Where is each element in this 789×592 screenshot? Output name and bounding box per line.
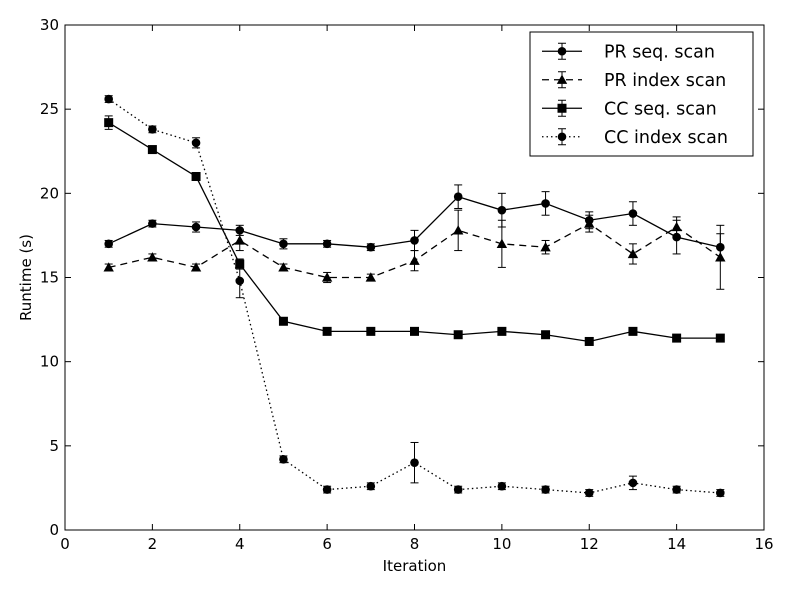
x-tick-label: 16 — [754, 535, 773, 553]
series-cc-index-scan — [104, 94, 725, 498]
legend-marker — [557, 46, 567, 56]
data-point — [366, 326, 376, 336]
data-point — [322, 326, 332, 336]
y-tick-label: 5 — [49, 437, 59, 455]
data-point — [104, 94, 113, 104]
axis-ticks: 0 2 4 6 8 10 12 14 16 0 5 10 15 20 25 30 — [40, 16, 774, 553]
legend-marker — [557, 103, 567, 113]
data-point — [104, 239, 113, 249]
data-point — [322, 239, 332, 249]
legend-label: PR seq. scan — [604, 42, 715, 62]
data-point — [627, 248, 639, 259]
data-point — [715, 252, 726, 262]
legend-item: PR index scan — [542, 71, 726, 91]
data-point — [584, 336, 594, 346]
data-point — [453, 485, 463, 494]
data-point — [541, 199, 550, 208]
data-point — [235, 276, 245, 286]
legend-marker — [557, 132, 567, 142]
legend-label: PR index scan — [604, 71, 726, 91]
data-point — [452, 225, 464, 235]
data-point — [191, 222, 201, 232]
data-point — [190, 262, 202, 272]
data-point — [540, 242, 551, 252]
data-point — [191, 172, 201, 181]
data-point — [672, 485, 681, 494]
legend-label: CC index scan — [604, 128, 728, 148]
data-point — [322, 485, 332, 494]
data-point — [278, 262, 289, 272]
series-line — [108, 98, 721, 494]
data-point — [628, 209, 638, 218]
y-tick-label: 25 — [40, 100, 59, 118]
data-point — [103, 262, 114, 272]
y-tick-label: 0 — [49, 521, 59, 539]
x-tick-label: 8 — [410, 535, 420, 553]
x-tick-label: 6 — [322, 535, 332, 553]
data-point — [497, 205, 507, 215]
data-point — [278, 316, 288, 326]
data-point — [321, 272, 333, 282]
data-point — [453, 192, 463, 201]
data-point — [671, 221, 682, 232]
series-pr-seq-scan — [104, 184, 725, 262]
data-point — [279, 239, 288, 249]
data-point — [410, 458, 419, 467]
data-point — [453, 330, 463, 340]
data-point — [497, 481, 507, 491]
series-pr-index-scan — [103, 209, 726, 290]
data-point — [497, 326, 507, 336]
data-point — [148, 219, 157, 228]
legend-label: CC seq. scan — [604, 99, 717, 119]
x-tick-label: 12 — [580, 535, 599, 553]
data-point — [496, 238, 508, 248]
legend-marker — [556, 74, 568, 84]
y-tick-label: 30 — [40, 16, 59, 34]
legend-box — [529, 31, 754, 157]
data-point — [148, 125, 157, 134]
data-point — [234, 235, 245, 245]
x-tick-label: 2 — [148, 535, 158, 553]
data-point — [541, 330, 551, 340]
series-cc-seq-scan — [104, 115, 725, 346]
data-point — [366, 481, 376, 491]
data-point — [366, 242, 376, 252]
data-point — [410, 326, 419, 336]
x-tick-label: 4 — [235, 535, 245, 553]
data-point — [147, 252, 158, 262]
x-axis-label: Iteration — [383, 557, 447, 575]
y-tick-label: 20 — [40, 184, 59, 202]
data-point — [279, 455, 288, 464]
data-point — [541, 485, 550, 494]
legend-item: CC seq. scan — [542, 99, 717, 119]
data-point — [191, 138, 201, 148]
data-point — [584, 488, 594, 498]
y-tick-label: 10 — [40, 353, 59, 371]
data-point — [365, 272, 377, 282]
x-tick-label: 14 — [667, 535, 686, 553]
data-point — [715, 333, 725, 343]
y-axis-label: Runtime (s) — [17, 234, 35, 321]
data-point — [628, 478, 638, 488]
data-point — [147, 145, 157, 155]
data-point — [409, 255, 420, 265]
x-tick-label: 0 — [60, 535, 70, 553]
data-point — [672, 333, 682, 343]
x-tick-label: 10 — [492, 535, 511, 553]
y-tick-label: 15 — [40, 269, 59, 287]
data-point — [104, 118, 114, 128]
legend-item: PR seq. scan — [542, 42, 715, 62]
legend: PR seq. scan PR index scan CC seq. scan CC … — [529, 31, 754, 157]
data-point — [584, 218, 595, 228]
data-point — [410, 236, 419, 245]
data-point — [628, 326, 638, 336]
legend-item: CC index scan — [542, 128, 728, 148]
data-point — [716, 488, 725, 498]
plot-area — [103, 94, 726, 498]
